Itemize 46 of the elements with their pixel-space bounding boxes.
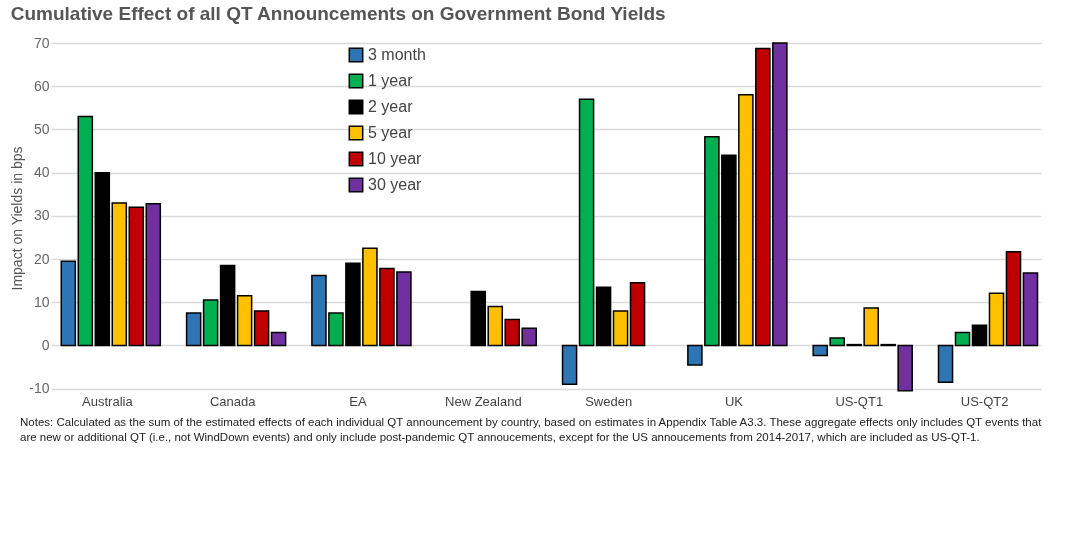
y-tick-label: 20 [33, 250, 50, 267]
y-tick-label: 0 [41, 336, 50, 353]
text: Notes: Calculated as the sum of the estimated effects of each individual QT announcement by country, based on estimates in Appendix Table A3.3. These aggregate effects only includes QT events that are new or additional QT (i.e., not WindDown events) and only include post-pandemic QT annoucements, except for the US annoucements from 2014-2017, which are included as US-QT-1. [20, 415, 1043, 445]
bar [629, 282, 646, 347]
bar [612, 310, 629, 347]
x-tick-label: US-QT1 [835, 393, 884, 409]
bar [937, 344, 954, 383]
y-tick-label: 10 [33, 293, 50, 310]
bar [219, 264, 236, 347]
x-tick-label: UK [724, 393, 744, 409]
legend-label: 5 year [368, 124, 414, 141]
x-tick-label: Canada [209, 393, 257, 409]
x-tick-label: Australia [82, 393, 134, 409]
bar [77, 115, 94, 347]
legend-label: 30 year [368, 176, 423, 193]
y-tick-label: 50 [33, 120, 50, 137]
y-axis-title: Impact on Yields in bps [9, 146, 26, 291]
legend-label: 3 month [368, 46, 426, 63]
bar [253, 310, 270, 347]
bar [988, 292, 1005, 347]
bar [236, 295, 253, 347]
bar [595, 286, 612, 347]
legend-label: 10 year [368, 150, 423, 167]
legend-label: 2 year [368, 98, 414, 115]
x-tick-label: New Zealand [445, 393, 522, 409]
x-tick-label: Sweden [585, 393, 633, 409]
x-tick-label: EA [349, 393, 368, 409]
chart-title: Cumulative Effect of all QT Announcements on Government Bond Yields [10, 3, 666, 24]
y-tick-label: 40 [33, 164, 50, 181]
bar [954, 331, 971, 347]
bar [561, 344, 578, 386]
y-tick-label: 60 [33, 77, 50, 94]
bar [1005, 250, 1022, 347]
y-tick-label: 30 [33, 207, 50, 224]
bar [270, 331, 287, 347]
bar [202, 299, 219, 347]
legend-label: 1 year [368, 72, 414, 89]
bar [1022, 272, 1039, 347]
y-tick-label: -10 [29, 380, 50, 397]
bar [185, 312, 202, 347]
y-tick-label: 70 [33, 34, 50, 51]
bar [94, 171, 111, 347]
x-tick-label: US-QT2 [960, 393, 1009, 409]
bar [971, 324, 988, 347]
bar [578, 98, 595, 347]
bar [60, 260, 77, 347]
